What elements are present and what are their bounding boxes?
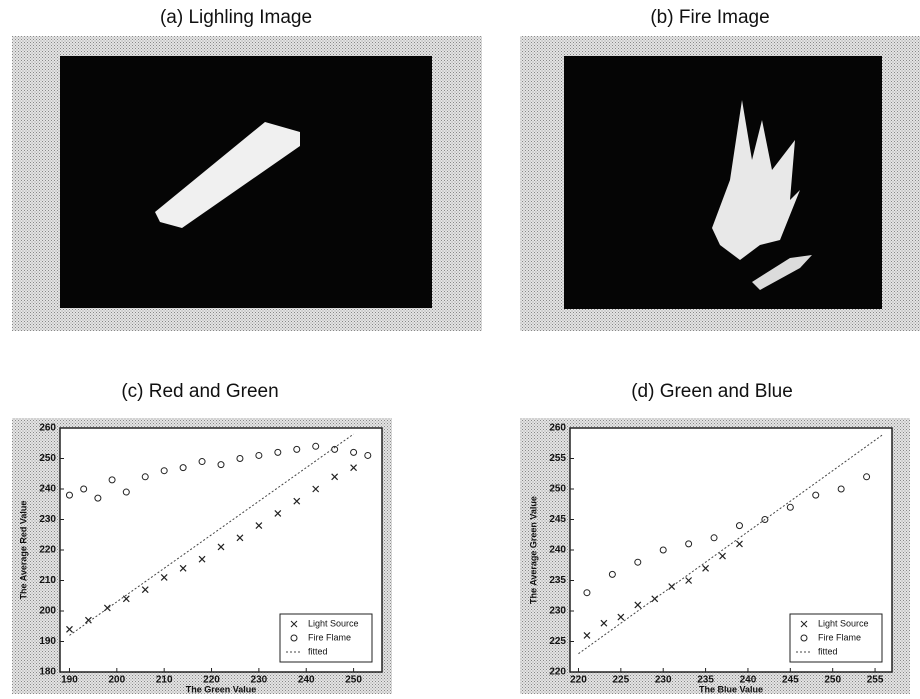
y-tick-label: 230	[39, 514, 56, 525]
y-axis-label: The Average Red Value	[18, 501, 28, 600]
y-tick-label: 250	[39, 453, 56, 464]
y-tick-label: 260	[39, 423, 56, 434]
y-tick-label: 230	[549, 606, 566, 617]
y-tick-label: 200	[39, 606, 56, 617]
legend-label: fitted	[308, 646, 328, 656]
image	[564, 56, 882, 309]
y-tick-label: 190	[39, 636, 56, 647]
x-tick-label: 190	[61, 675, 78, 686]
panel-title: (a) Lighling Image	[160, 7, 312, 28]
x-tick-label: 250	[345, 675, 362, 686]
x-tick-label: 200	[108, 675, 125, 686]
y-tick-label: 210	[39, 575, 56, 586]
x-tick-label: 250	[824, 675, 841, 686]
figure: (a) Lighling Image (b) Fire Image (c) Re…	[0, 0, 920, 694]
legend-label: Light Source	[818, 618, 869, 628]
x-axis-label: The Blue Value	[699, 684, 763, 694]
x-tick-label: 240	[298, 675, 315, 686]
chart-title: (d) Green and Blue	[631, 381, 793, 402]
y-axis-label: The Average Green Value	[528, 496, 538, 604]
legend-label: Light Source	[308, 618, 359, 628]
legend-label: Fire Flame	[308, 632, 351, 642]
x-tick-label: 245	[782, 675, 799, 686]
x-tick-label: 255	[867, 675, 884, 686]
y-tick-label: 260	[549, 423, 566, 434]
y-tick-label: 225	[549, 636, 566, 647]
y-tick-label: 240	[39, 484, 56, 495]
x-tick-label: 220	[570, 675, 587, 686]
y-tick-label: 250	[549, 484, 566, 495]
y-tick-label: 235	[549, 575, 566, 586]
x-tick-label: 210	[156, 675, 173, 686]
legend-label: fitted	[818, 646, 838, 656]
y-tick-label: 245	[549, 514, 566, 525]
y-tick-label: 180	[39, 667, 56, 678]
y-tick-label: 220	[39, 545, 56, 556]
x-tick-label: 230	[655, 675, 672, 686]
x-axis-label: The Green Value	[186, 684, 257, 694]
panel-title: (b) Fire Image	[650, 7, 769, 28]
chart-title: (c) Red and Green	[121, 381, 278, 402]
y-tick-label: 240	[549, 545, 566, 556]
y-tick-label: 255	[549, 453, 566, 464]
x-tick-label: 225	[612, 675, 629, 686]
y-tick-label: 220	[549, 667, 566, 678]
legend-label: Fire Flame	[818, 632, 861, 642]
